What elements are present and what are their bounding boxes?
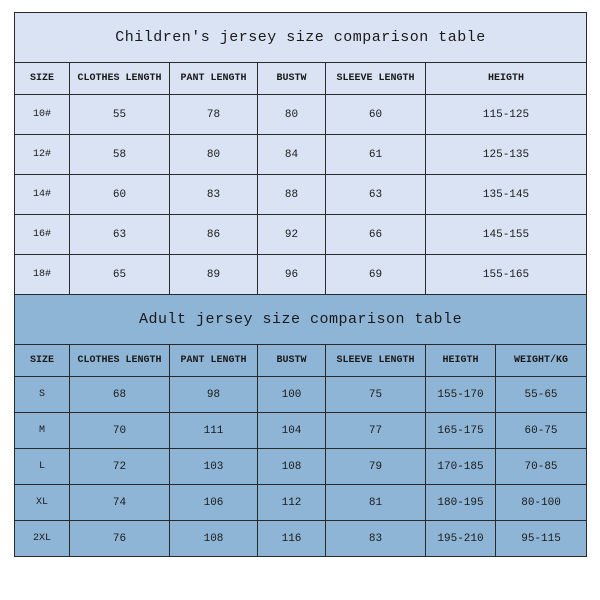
col-height: HEIGTH — [426, 63, 587, 95]
col-weight: WEIGHT/KG — [496, 345, 587, 377]
cell: 12# — [15, 135, 70, 175]
cell: 63 — [326, 175, 426, 215]
cell: 76 — [70, 521, 170, 557]
cell: 100 — [258, 377, 326, 413]
children-size-table: Children's jersey size comparison table … — [14, 12, 587, 295]
cell: 83 — [170, 175, 258, 215]
cell: 170-185 — [426, 449, 496, 485]
cell: 104 — [258, 413, 326, 449]
cell: 55-65 — [496, 377, 587, 413]
cell: 65 — [70, 255, 170, 295]
cell: 68 — [70, 377, 170, 413]
cell: M — [15, 413, 70, 449]
col-pant-length: PANT LENGTH — [170, 345, 258, 377]
adult-title-row: Adult jersey size comparison table — [15, 295, 587, 345]
cell: 112 — [258, 485, 326, 521]
children-title-row: Children's jersey size comparison table — [15, 13, 587, 63]
cell: 155-165 — [426, 255, 587, 295]
table-row: L 72 103 108 79 170-185 70-85 — [15, 449, 587, 485]
cell: 80 — [258, 95, 326, 135]
cell: 88 — [258, 175, 326, 215]
cell: 61 — [326, 135, 426, 175]
table-row: 2XL 76 108 116 83 195-210 95-115 — [15, 521, 587, 557]
cell: 92 — [258, 215, 326, 255]
col-pant-length: PANT LENGTH — [170, 63, 258, 95]
cell: 66 — [326, 215, 426, 255]
col-bust: BUSTW — [258, 63, 326, 95]
col-clothes-length: CLOTHES LENGTH — [70, 345, 170, 377]
children-header-row: SIZE CLOTHES LENGTH PANT LENGTH BUSTW SL… — [15, 63, 587, 95]
cell: 75 — [326, 377, 426, 413]
col-clothes-length: CLOTHES LENGTH — [70, 63, 170, 95]
cell: 10# — [15, 95, 70, 135]
cell: 103 — [170, 449, 258, 485]
cell: 79 — [326, 449, 426, 485]
cell: 60-75 — [496, 413, 587, 449]
cell: 77 — [326, 413, 426, 449]
cell: 69 — [326, 255, 426, 295]
table-row: S 68 98 100 75 155-170 55-65 — [15, 377, 587, 413]
cell: 165-175 — [426, 413, 496, 449]
cell: L — [15, 449, 70, 485]
cell: 16# — [15, 215, 70, 255]
children-title: Children's jersey size comparison table — [15, 13, 587, 63]
adult-size-table: Adult jersey size comparison table SIZE … — [14, 294, 587, 557]
cell: 180-195 — [426, 485, 496, 521]
cell: 78 — [170, 95, 258, 135]
cell: 96 — [258, 255, 326, 295]
table-row: 16# 63 86 92 66 145-155 — [15, 215, 587, 255]
cell: 83 — [326, 521, 426, 557]
cell: 125-135 — [426, 135, 587, 175]
table-row: 14# 60 83 88 63 135-145 — [15, 175, 587, 215]
cell: 95-115 — [496, 521, 587, 557]
cell: 14# — [15, 175, 70, 215]
cell: 60 — [70, 175, 170, 215]
cell: 106 — [170, 485, 258, 521]
cell: 98 — [170, 377, 258, 413]
table-row: 18# 65 89 96 69 155-165 — [15, 255, 587, 295]
cell: 74 — [70, 485, 170, 521]
cell: 80-100 — [496, 485, 587, 521]
col-height: HEIGTH — [426, 345, 496, 377]
cell: 81 — [326, 485, 426, 521]
col-sleeve-length: SLEEVE LENGTH — [326, 345, 426, 377]
cell: 70-85 — [496, 449, 587, 485]
adult-header-row: SIZE CLOTHES LENGTH PANT LENGTH BUSTW SL… — [15, 345, 587, 377]
cell: XL — [15, 485, 70, 521]
cell: 84 — [258, 135, 326, 175]
cell: 195-210 — [426, 521, 496, 557]
cell: 2XL — [15, 521, 70, 557]
cell: 58 — [70, 135, 170, 175]
cell: 55 — [70, 95, 170, 135]
col-size: SIZE — [15, 345, 70, 377]
cell: 111 — [170, 413, 258, 449]
cell: 155-170 — [426, 377, 496, 413]
cell: 70 — [70, 413, 170, 449]
table-row: 12# 58 80 84 61 125-135 — [15, 135, 587, 175]
cell: 89 — [170, 255, 258, 295]
cell: 86 — [170, 215, 258, 255]
cell: 135-145 — [426, 175, 587, 215]
adult-title: Adult jersey size comparison table — [15, 295, 587, 345]
cell: 108 — [258, 449, 326, 485]
cell: 72 — [70, 449, 170, 485]
cell: 116 — [258, 521, 326, 557]
table-row: XL 74 106 112 81 180-195 80-100 — [15, 485, 587, 521]
cell: 63 — [70, 215, 170, 255]
cell: 108 — [170, 521, 258, 557]
col-bust: BUSTW — [258, 345, 326, 377]
table-row: M 70 111 104 77 165-175 60-75 — [15, 413, 587, 449]
col-sleeve-length: SLEEVE LENGTH — [326, 63, 426, 95]
col-size: SIZE — [15, 63, 70, 95]
table-row: 10# 55 78 80 60 115-125 — [15, 95, 587, 135]
cell: 115-125 — [426, 95, 587, 135]
cell: S — [15, 377, 70, 413]
cell: 60 — [326, 95, 426, 135]
cell: 80 — [170, 135, 258, 175]
cell: 18# — [15, 255, 70, 295]
cell: 145-155 — [426, 215, 587, 255]
